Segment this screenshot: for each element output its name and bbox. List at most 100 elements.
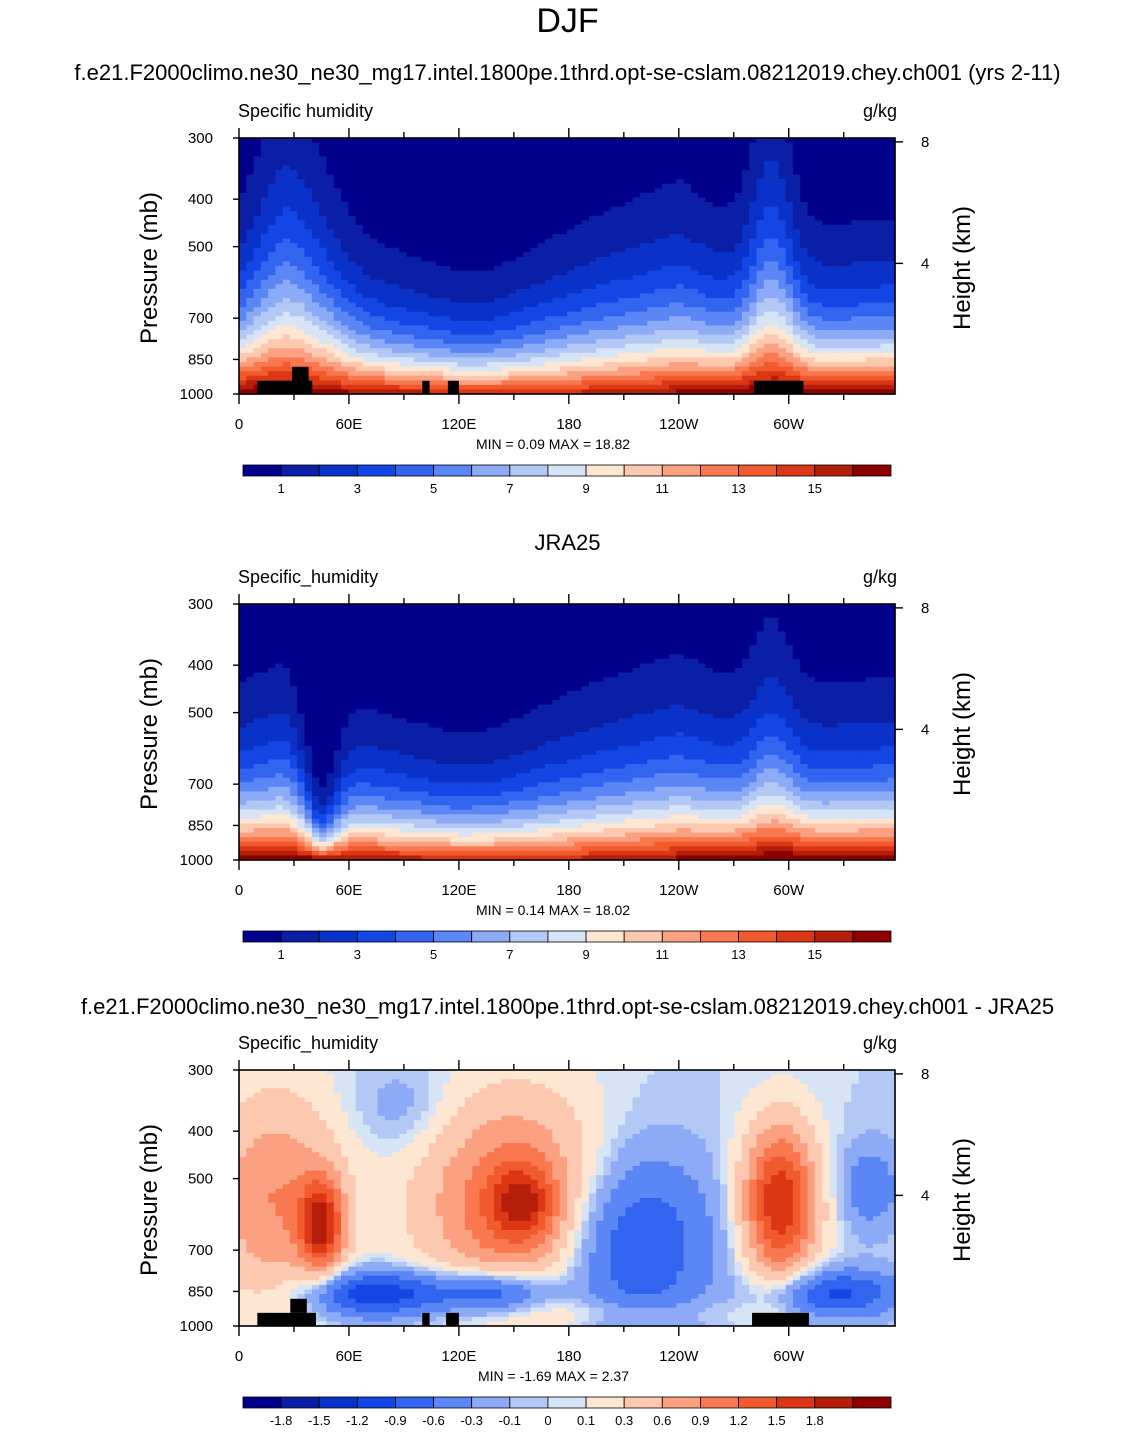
- contour-cell: [341, 284, 349, 290]
- contour-cell: [720, 197, 728, 203]
- contour-cell: [355, 147, 364, 153]
- contour-cell: [734, 307, 743, 313]
- contour-cell: [654, 165, 663, 171]
- contour-cell: [559, 252, 568, 258]
- contour-cell: [756, 275, 765, 281]
- contour-cell: [734, 243, 743, 249]
- contour-cell: [690, 348, 699, 354]
- contour-cell: [486, 307, 495, 313]
- contour-cell: [763, 138, 772, 144]
- contour-cell: [545, 352, 554, 359]
- contour-cell: [428, 334, 437, 340]
- contour-cell: [464, 339, 473, 345]
- contour-cell: [494, 156, 502, 162]
- contour-cell: [341, 357, 349, 363]
- contour-cell: [669, 151, 677, 157]
- contour-cell: [873, 179, 882, 185]
- contour-cell: [545, 348, 554, 354]
- contour-cell: [275, 220, 284, 226]
- contour-cell: [588, 211, 597, 217]
- contour-cell: [581, 174, 590, 180]
- contour-cell: [858, 357, 867, 363]
- contour-cell: [647, 188, 656, 194]
- contour-cell: [807, 266, 816, 272]
- contour-cell: [362, 366, 371, 372]
- contour-cell: [596, 366, 605, 372]
- contour-cell: [421, 366, 430, 372]
- contour-cell: [603, 142, 612, 148]
- contour-cell: [523, 357, 532, 363]
- contour-cell: [392, 192, 400, 199]
- contour-cell: [873, 243, 882, 249]
- contour-cell: [545, 179, 554, 185]
- contour-cell: [421, 339, 430, 345]
- contour-cell: [763, 375, 772, 381]
- contour-cell: [246, 288, 255, 295]
- contour-cell: [836, 174, 845, 180]
- contour-cell: [632, 211, 641, 217]
- contour-cell: [712, 206, 721, 212]
- contour-cell: [552, 211, 561, 217]
- contour-cell: [610, 311, 619, 317]
- contour-cell: [603, 261, 612, 267]
- contour-cell: [814, 334, 823, 340]
- contour-cell: [523, 211, 532, 217]
- contour-cell: [319, 366, 328, 372]
- contour-cell: [618, 311, 626, 317]
- contour-cell: [326, 343, 335, 349]
- contour-cell: [530, 151, 539, 157]
- contour-cell: [734, 362, 743, 368]
- contour-cell: [873, 298, 882, 304]
- contour-cell: [428, 389, 437, 395]
- contour-cell: [479, 174, 488, 180]
- contour-cell: [508, 334, 517, 340]
- contour-cell: [698, 330, 707, 336]
- contour-cell: [253, 256, 262, 263]
- contour-cell: [501, 142, 510, 148]
- contour-cell: [836, 366, 845, 372]
- contour-cell: [246, 188, 255, 194]
- contour-cell: [457, 215, 466, 221]
- contour-cell: [384, 293, 393, 299]
- contour-cell: [654, 293, 663, 299]
- contour-cell: [785, 343, 794, 349]
- contour-cell: [399, 311, 408, 317]
- contour-cell: [588, 366, 597, 372]
- contour-cell: [632, 238, 641, 244]
- contour-cell: [843, 247, 852, 253]
- contour-cell: [421, 197, 430, 203]
- contour-cell: [472, 252, 481, 258]
- contour-cell: [596, 288, 605, 295]
- contour-cell: [705, 147, 714, 153]
- contour-cell: [778, 192, 787, 199]
- contour-cell: [683, 334, 692, 340]
- contour-cell: [865, 380, 874, 386]
- contour-cell: [778, 348, 787, 354]
- contour-cell: [785, 362, 794, 368]
- contour-cell: [239, 348, 247, 354]
- contour-cell: [282, 160, 291, 167]
- contour-cell: [807, 229, 816, 235]
- contour-cell: [829, 357, 838, 363]
- contour-cell: [749, 307, 758, 313]
- contour-cell: [610, 279, 619, 285]
- contour-cell: [778, 371, 787, 377]
- contour-cell: [749, 179, 758, 185]
- contour-cell: [341, 243, 349, 249]
- contour-cell: [880, 238, 889, 244]
- contour-cell: [690, 138, 699, 144]
- contour-cell: [508, 192, 517, 199]
- contour-cell: [428, 247, 437, 253]
- contour-cell: [457, 206, 466, 212]
- contour-cell: [785, 270, 794, 276]
- contour-cell: [435, 279, 444, 285]
- contour-cell: [763, 197, 772, 203]
- contour-cell: [384, 384, 393, 391]
- contour-cell: [792, 293, 801, 299]
- contour-cell: [771, 252, 779, 258]
- contour-cell: [377, 147, 386, 153]
- contour-cell: [253, 284, 262, 290]
- contour-cell: [588, 252, 597, 258]
- contour-cell: [435, 375, 444, 381]
- contour-cell: [501, 380, 510, 386]
